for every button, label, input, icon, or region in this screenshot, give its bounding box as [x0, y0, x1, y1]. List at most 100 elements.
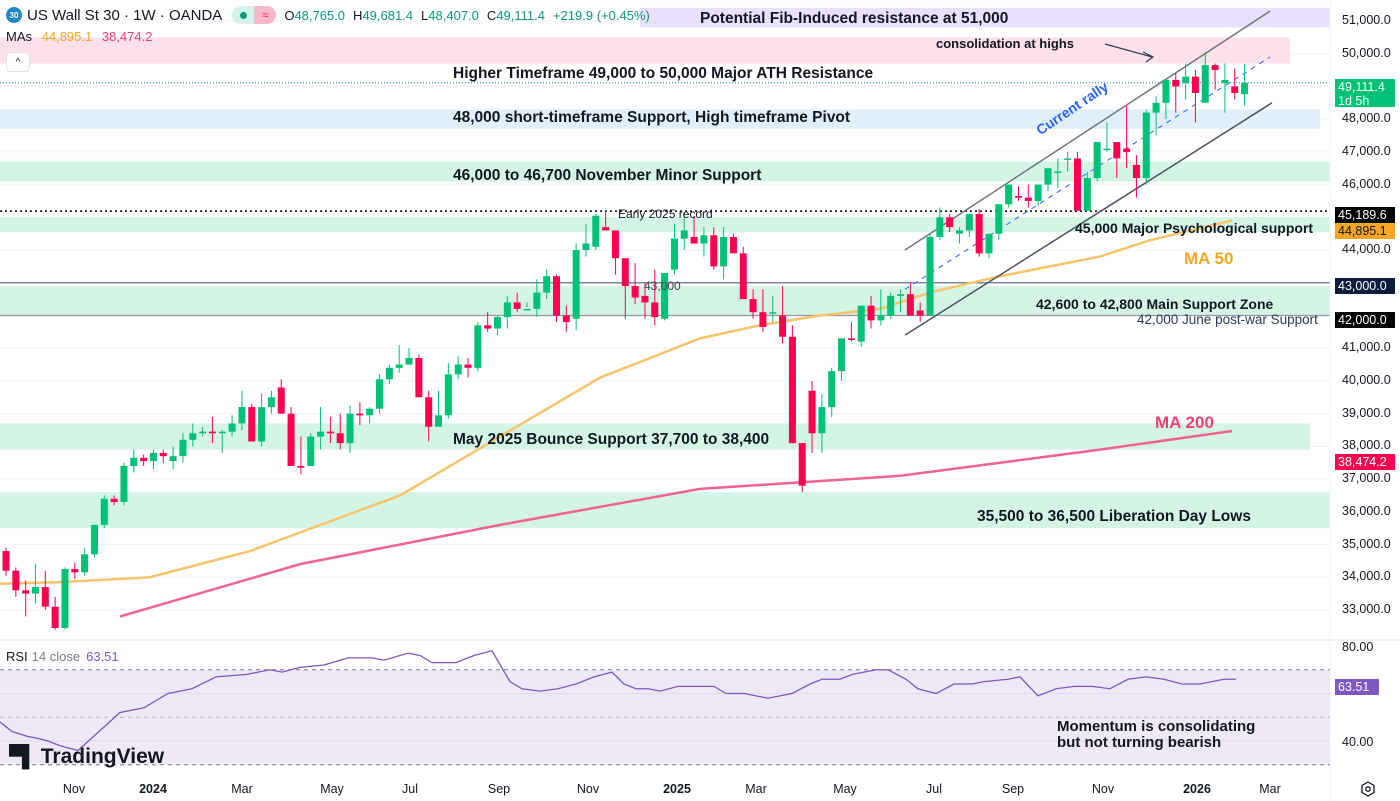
tradingview-logo[interactable]: ▀▌ TradingView [9, 745, 165, 768]
candle-body [1064, 158, 1072, 160]
pivot-zone [0, 109, 1320, 129]
approx-icon: ≈ [254, 6, 277, 24]
time-axis-label: Sep [1001, 782, 1025, 796]
candle-body [975, 214, 983, 254]
rsi-legend[interactable]: RSI 14 close 63.51 [6, 649, 119, 664]
time-axis-label: 2025 [663, 782, 691, 796]
candle-body [307, 436, 315, 466]
may-bounce-zone [0, 423, 1310, 450]
ma-legend[interactable]: MAs 44,895.1 38,474.2 [6, 29, 153, 44]
ath-zone [0, 37, 1290, 64]
candle-body [572, 250, 580, 319]
rsi-line [0, 649, 1236, 752]
ohlc-open: O48,765.0 [284, 7, 346, 23]
candle-body [71, 569, 79, 573]
candle-body [828, 371, 836, 408]
symbol-title[interactable]: US Wall St 30 · 1W · OANDA [27, 6, 223, 24]
candle-body [739, 253, 747, 300]
price-axis-label: 34,000.0 [1342, 569, 1391, 584]
candle-body [562, 315, 570, 323]
candle-body [946, 217, 954, 228]
tradingview-mark-icon: ▀▌ [9, 745, 37, 768]
price-axis-label: 36,000.0 [1342, 503, 1391, 518]
candle-body [729, 236, 737, 254]
level-43000-label: 43,000 [644, 279, 681, 293]
level-42000-tag: 42,000.0 [1335, 312, 1395, 328]
candle-body [1024, 197, 1032, 201]
price-axis-label: 44,000.0 [1342, 242, 1391, 257]
candle-body [277, 387, 285, 414]
consolidation-arrow-icon [1104, 43, 1153, 58]
candle-body [464, 364, 472, 368]
candle-body [897, 294, 905, 296]
candle-body [916, 310, 924, 316]
ath-resistance-label: Higher Timeframe 49,000 to 50,000 Major … [453, 65, 874, 82]
candle-body [877, 315, 885, 321]
ma200-label: MA 200 [1155, 413, 1214, 432]
price-axis-label: 50,000.0 [1342, 45, 1391, 60]
candle-body [1162, 79, 1170, 103]
price-axis-label: 37,000.0 [1342, 471, 1391, 486]
price-axis-label: 51,000.0 [1342, 13, 1391, 27]
record-price-tag: 45,189.6 [1335, 207, 1395, 223]
time-axis-label: Sep [487, 782, 511, 796]
ma200-value: 38,474.2 [101, 29, 153, 44]
candle-body [995, 204, 1003, 234]
symbol-header: 30 US Wall St 30 · 1W · OANDA ≈ O48,765.… [6, 4, 650, 26]
settings-icon[interactable] [1360, 781, 1376, 797]
ohlc-low: L48,407.0 [421, 7, 479, 23]
time-axis-label: Jul [926, 782, 942, 796]
candle-body [857, 305, 865, 342]
time-axis-label: 2024 [139, 782, 167, 796]
time-axis-label: Nov [576, 782, 600, 796]
time-axis-label: May [320, 782, 344, 796]
level-43000-tag: 43,000.0 [1335, 278, 1395, 294]
candle-body [1034, 184, 1042, 201]
price-change: +219.9 (+0.45%) [552, 7, 650, 23]
candle-body [1152, 102, 1160, 113]
candle-body [906, 294, 914, 316]
candle-body [720, 236, 728, 267]
price-axis-label: 33,000.0 [1342, 601, 1391, 616]
candle-body [503, 302, 511, 318]
liberation-zone [0, 492, 1330, 529]
channel-upper-line [904, 10, 1271, 251]
ma50-value: 44,895.1 [41, 29, 93, 44]
ma200-price-tag: 38,474.2 [1335, 454, 1395, 470]
candle-body [120, 465, 128, 502]
candle-body [759, 312, 767, 327]
fib-zone [640, 7, 1330, 28]
market-status[interactable]: ≈ [232, 6, 277, 24]
candle-body [159, 452, 167, 457]
candle-body [415, 358, 423, 398]
candle-body [179, 439, 187, 457]
candle-body [1093, 142, 1101, 179]
arrow-head-icon [1142, 51, 1155, 63]
candle-body [2, 551, 10, 571]
pivot-label: 48,000 short-timeframe Support, High tim… [453, 109, 851, 126]
candle-body [602, 227, 610, 231]
price-axis-label: 35,000.0 [1342, 536, 1391, 551]
candle-body [1211, 65, 1219, 71]
candle-body [484, 325, 492, 329]
market-open-dot-icon [232, 6, 255, 24]
candle-body [1123, 148, 1131, 152]
candle-body [680, 230, 688, 239]
candle-body [818, 407, 826, 434]
ma50-line [0, 219, 1233, 586]
fib-resistance-label: Potential Fib-Induced resistance at 51,0… [700, 10, 1009, 27]
candle-body [1054, 171, 1062, 174]
candle-body [61, 569, 69, 628]
candle-body [1132, 164, 1140, 179]
ohlc-close: C49,111.4 [486, 7, 545, 23]
candle-body [366, 408, 374, 416]
nov-support-zone [0, 161, 1330, 182]
candle-body [523, 308, 531, 311]
candle-body [336, 433, 344, 444]
collapse-legend-button[interactable]: ^ [6, 52, 30, 72]
candle-body [494, 317, 501, 329]
candle-body [1142, 112, 1150, 179]
time-axis-label: 2026 [1183, 782, 1211, 796]
candle-body [199, 431, 207, 434]
